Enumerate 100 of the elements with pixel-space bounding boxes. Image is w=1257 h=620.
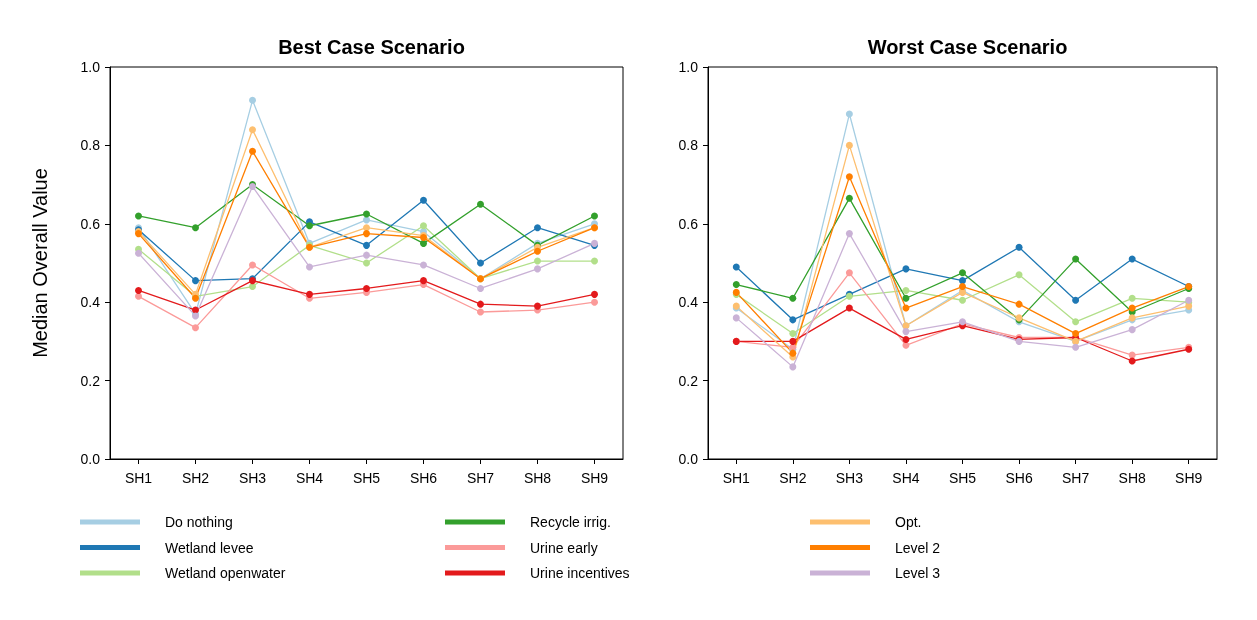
point — [1072, 255, 1080, 263]
x-tick-label: SH8 — [523, 470, 552, 486]
chart-title: Best Case Scenario — [278, 36, 465, 58]
point — [420, 261, 427, 269]
point — [477, 300, 484, 308]
point — [306, 222, 313, 230]
point — [420, 277, 427, 285]
point — [477, 308, 484, 316]
point — [306, 263, 313, 271]
point — [732, 263, 740, 271]
y-tick-label: 0.2 — [80, 372, 101, 389]
point — [902, 265, 910, 273]
point — [363, 241, 370, 249]
point — [477, 259, 484, 267]
point — [477, 284, 484, 292]
point — [1128, 304, 1136, 312]
point — [1015, 271, 1023, 279]
point — [135, 286, 142, 294]
point — [789, 316, 797, 324]
x-tick-label: SH8 — [1118, 470, 1146, 486]
point — [192, 277, 199, 285]
point — [420, 222, 427, 230]
y-tick-label: 0.4 — [80, 294, 101, 311]
point — [845, 230, 853, 238]
x-tick-label: SH3 — [835, 470, 864, 486]
legend-label: Urine early — [530, 539, 598, 556]
point — [1015, 300, 1023, 308]
point — [534, 257, 541, 265]
point — [135, 292, 142, 300]
point — [591, 257, 598, 265]
y-tick-label: 0.8 — [678, 137, 699, 154]
legend-label: Wetland openwater — [165, 565, 286, 581]
point — [249, 126, 256, 134]
y-tick-label: 1.0 — [80, 59, 101, 75]
y-tick-label: 0.0 — [80, 451, 101, 467]
legend-label: Recycle irrig. — [530, 514, 611, 530]
point — [902, 335, 910, 343]
point — [1128, 294, 1136, 302]
point — [363, 210, 370, 218]
point — [902, 286, 910, 294]
point — [534, 247, 541, 255]
legend-label: Urine incentives — [530, 565, 630, 581]
x-tick-label: SH5 — [948, 470, 977, 486]
legend-label: Wetland levee — [165, 539, 254, 556]
point — [192, 224, 199, 232]
x-tick-label: SH7 — [1061, 470, 1090, 486]
x-tick-label: SH1 — [722, 470, 751, 486]
point — [959, 296, 966, 304]
point — [591, 290, 598, 298]
legend-label: Opt. — [895, 514, 922, 530]
point — [732, 281, 740, 289]
y-tick-label: 0.6 — [80, 215, 101, 232]
point — [845, 304, 853, 312]
point — [732, 314, 740, 322]
point — [845, 141, 853, 149]
point — [534, 302, 541, 310]
point — [420, 196, 427, 204]
point — [845, 173, 853, 181]
point — [192, 324, 199, 332]
legend-label: Level 3 — [895, 565, 941, 581]
x-tick-label: SH4 — [892, 470, 920, 486]
x-tick-label: SH9 — [580, 470, 609, 486]
point — [1072, 330, 1080, 338]
y-tick-label: 0.4 — [678, 294, 699, 311]
point — [789, 294, 797, 302]
point — [135, 212, 142, 220]
point — [1072, 296, 1080, 304]
point — [789, 349, 797, 357]
point — [477, 200, 484, 208]
point — [789, 363, 797, 371]
point — [591, 212, 598, 220]
y-tick-label: 0.0 — [678, 451, 699, 467]
point — [1128, 326, 1136, 334]
x-tick-label: SH5 — [352, 470, 381, 486]
point — [1072, 343, 1080, 351]
point — [845, 110, 853, 118]
point — [1015, 243, 1023, 251]
point — [845, 194, 853, 202]
point — [249, 261, 256, 269]
point — [534, 265, 541, 273]
point — [591, 298, 598, 306]
point — [789, 337, 797, 345]
point — [363, 259, 370, 267]
y-tick-label: 0.2 — [678, 372, 699, 389]
x-tick-label: SH2 — [779, 470, 807, 486]
legend-label: Do nothing — [165, 514, 233, 530]
y-tick-label: 0.8 — [80, 137, 101, 154]
point — [845, 269, 853, 277]
point — [363, 230, 370, 238]
point — [249, 147, 256, 155]
x-tick-label: SH1 — [124, 470, 153, 486]
x-tick-label: SH4 — [295, 470, 324, 486]
point — [959, 269, 966, 277]
point — [363, 284, 370, 292]
point — [534, 224, 541, 232]
point — [902, 294, 910, 302]
y-axis-title: Median Overall Value — [29, 168, 51, 358]
x-tick-label: SH7 — [466, 470, 495, 486]
point — [902, 328, 910, 336]
x-tick-label: SH9 — [1175, 470, 1203, 486]
